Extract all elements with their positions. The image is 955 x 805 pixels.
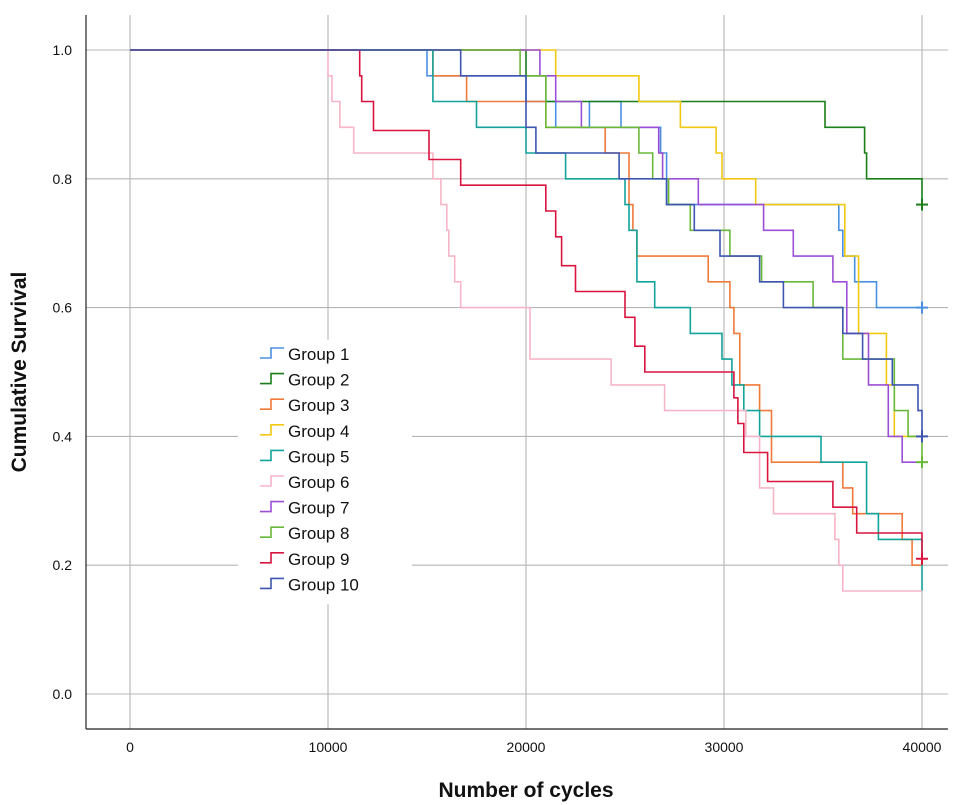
legend-swatch <box>260 475 284 487</box>
legend-label: Group 4 <box>288 422 349 441</box>
legend-item: Group 8 <box>260 524 349 543</box>
legend-label: Group 10 <box>288 575 359 594</box>
legend-item: Group 5 <box>260 447 349 466</box>
series-line-4 <box>130 49 922 438</box>
censor-marker-8 <box>916 456 928 469</box>
legend-item: Group 10 <box>260 575 359 594</box>
censor-marker-2 <box>916 198 928 211</box>
legend-item: Group 6 <box>260 473 349 492</box>
y-tick-label: 0.4 <box>53 428 73 444</box>
y-tick-label: 0.2 <box>53 557 73 573</box>
censor-marker-1 <box>916 301 928 314</box>
x-tick-label: 20000 <box>507 739 546 755</box>
legend-swatch <box>260 500 284 513</box>
series-line-6 <box>130 49 922 592</box>
y-tick-label: 0.6 <box>53 300 73 316</box>
series-line-9 <box>130 49 923 559</box>
y-tick-label: 0.0 <box>53 686 73 702</box>
legend-item: Group 2 <box>260 371 349 390</box>
y-axis-title: Cumulative Survival <box>8 272 31 473</box>
legend-label: Group 2 <box>288 371 349 390</box>
censor-marker-10 <box>916 430 928 443</box>
legend: Group 1 Group 2 Group 3 Group 4 Group 5 Group… <box>260 345 359 594</box>
legend-item: Group 7 <box>260 499 349 518</box>
axes <box>85 15 948 730</box>
y-tick-label: 1.0 <box>53 42 73 58</box>
x-tick-label: 30000 <box>705 739 744 755</box>
legend-swatch <box>260 398 284 410</box>
legend-label: Group 3 <box>288 396 349 415</box>
series-line-10 <box>130 49 923 437</box>
x-tick-label: 10000 <box>309 739 348 755</box>
legend-label: Group 7 <box>288 499 349 518</box>
legend-item: Group 3 <box>260 396 349 415</box>
legend-label: Group 8 <box>288 524 349 543</box>
x-tick-labels: 0 10000 20000 30000 40000 <box>126 739 942 755</box>
legend-label: Group 6 <box>288 473 349 492</box>
legend-label: Group 5 <box>288 447 349 466</box>
legend-swatch <box>260 526 284 538</box>
legend-label: Group 1 <box>288 345 349 364</box>
legend-item: Group 9 <box>260 550 349 569</box>
legend-swatch <box>260 552 284 564</box>
series-line-5 <box>130 49 923 591</box>
legend-label: Group 9 <box>288 550 349 569</box>
y-tick-labels: 0.0 0.2 0.4 0.6 0.8 1.0 <box>53 42 73 702</box>
legend-item: Group 1 <box>260 345 349 364</box>
series-line-7 <box>130 49 922 463</box>
legend-swatch <box>260 372 284 385</box>
y-tick-label: 0.8 <box>53 171 73 187</box>
x-tick-label: 0 <box>126 739 134 755</box>
x-tick-label: 40000 <box>903 739 942 755</box>
legend-swatch <box>260 347 284 359</box>
legend-swatch <box>260 424 284 436</box>
legend-swatch <box>260 449 284 462</box>
censor-marker-9 <box>916 552 928 565</box>
legend-item: Group 4 <box>260 422 349 441</box>
series-lines <box>130 49 928 592</box>
legend-swatch <box>260 577 284 590</box>
grid <box>86 15 948 729</box>
x-axis-title: Number of cycles <box>438 779 613 802</box>
